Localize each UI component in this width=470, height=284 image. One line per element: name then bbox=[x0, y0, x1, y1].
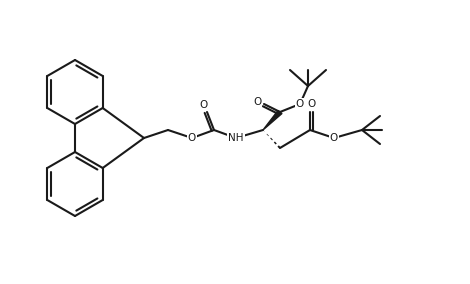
Text: O: O bbox=[308, 99, 316, 109]
Text: O: O bbox=[188, 133, 196, 143]
Text: O: O bbox=[253, 97, 261, 107]
Text: O: O bbox=[296, 99, 304, 109]
Text: NH: NH bbox=[228, 133, 244, 143]
Polygon shape bbox=[263, 110, 282, 130]
Text: O: O bbox=[200, 100, 208, 110]
Text: O: O bbox=[330, 133, 338, 143]
